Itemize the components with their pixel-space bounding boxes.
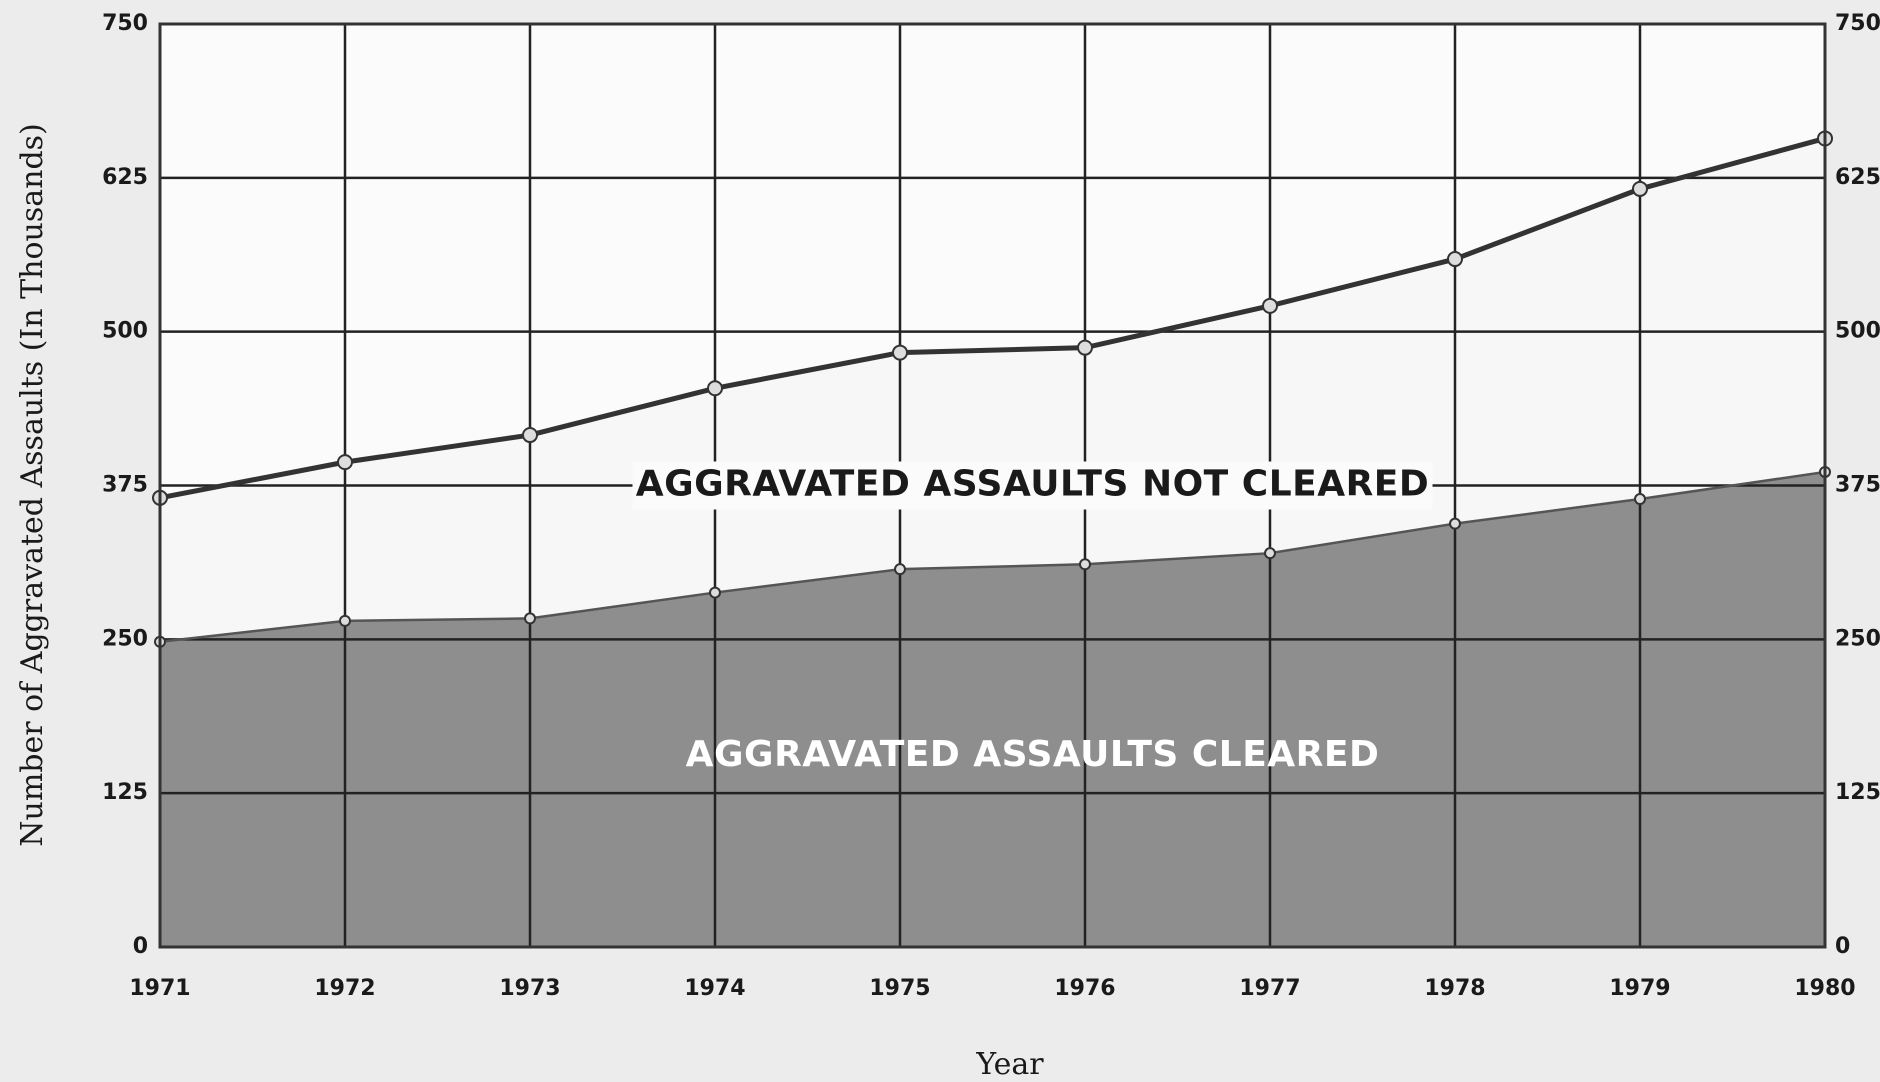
- y2-tick-label: 125: [1835, 780, 1880, 805]
- x-tick-label: 1973: [499, 976, 560, 1001]
- y-tick-label: 250: [102, 626, 148, 651]
- point-marker: [709, 586, 721, 599]
- point-marker: [1264, 547, 1276, 560]
- point-marker: [524, 612, 536, 625]
- y2-tick-label: 625: [1835, 165, 1880, 190]
- y2-tick-label: 250: [1835, 626, 1880, 651]
- x-tick-label: 1979: [1609, 976, 1670, 1001]
- y2-tick-label: 375: [1835, 473, 1880, 498]
- y-tick-label: 125: [102, 780, 148, 805]
- area: [160, 138, 1825, 642]
- x-tick-label: 1976: [1054, 976, 1115, 1001]
- area: [160, 471, 1825, 947]
- series-line: [159, 136, 1826, 501]
- point-marker: [337, 454, 353, 471]
- x-tick-label: 1971: [129, 976, 190, 1001]
- point-marker: [1447, 251, 1463, 268]
- y-axis-title: Number of Aggravated Assaults (In Thousa…: [15, 123, 50, 847]
- point-marker: [1634, 493, 1646, 506]
- point-marker: [1262, 297, 1278, 314]
- y-tick-label: 375: [102, 473, 148, 498]
- annotation-bg: [632, 461, 1433, 510]
- x-tick-label: 1972: [314, 976, 375, 1001]
- point-marker: [707, 380, 723, 397]
- area-label: AGGRAVATED ASSAULTS CLEARED: [686, 734, 1380, 775]
- point-marker: [1632, 180, 1648, 197]
- point-marker: [522, 427, 538, 444]
- y-tick-label: 500: [102, 319, 148, 344]
- point-marker: [1449, 517, 1461, 530]
- x-axis-title: Year: [975, 1047, 1044, 1082]
- y-tick-label: 625: [102, 165, 148, 190]
- x-tick-label: 1978: [1424, 976, 1485, 1001]
- series-line: [159, 470, 1826, 644]
- point-marker: [1079, 558, 1091, 571]
- x-tick-label: 1980: [1794, 976, 1855, 1001]
- x-tick-label: 1975: [869, 976, 930, 1001]
- point-marker: [1077, 339, 1093, 356]
- point-marker: [894, 563, 906, 576]
- plot-border: [158, 22, 1827, 949]
- y2-tick-label: 750: [1835, 11, 1880, 36]
- area-label: AGGRAVATED ASSAULTS NOT CLEARED: [636, 464, 1430, 505]
- point-marker: [339, 614, 351, 627]
- y-tick-label: 0: [133, 934, 148, 959]
- point-marker: [892, 344, 908, 361]
- x-tick-label: 1974: [684, 976, 745, 1001]
- x-tick-label: 1977: [1239, 976, 1300, 1001]
- y2-tick-label: 500: [1835, 319, 1880, 344]
- y-tick-label: 750: [102, 11, 148, 36]
- y2-tick-label: 0: [1835, 934, 1850, 959]
